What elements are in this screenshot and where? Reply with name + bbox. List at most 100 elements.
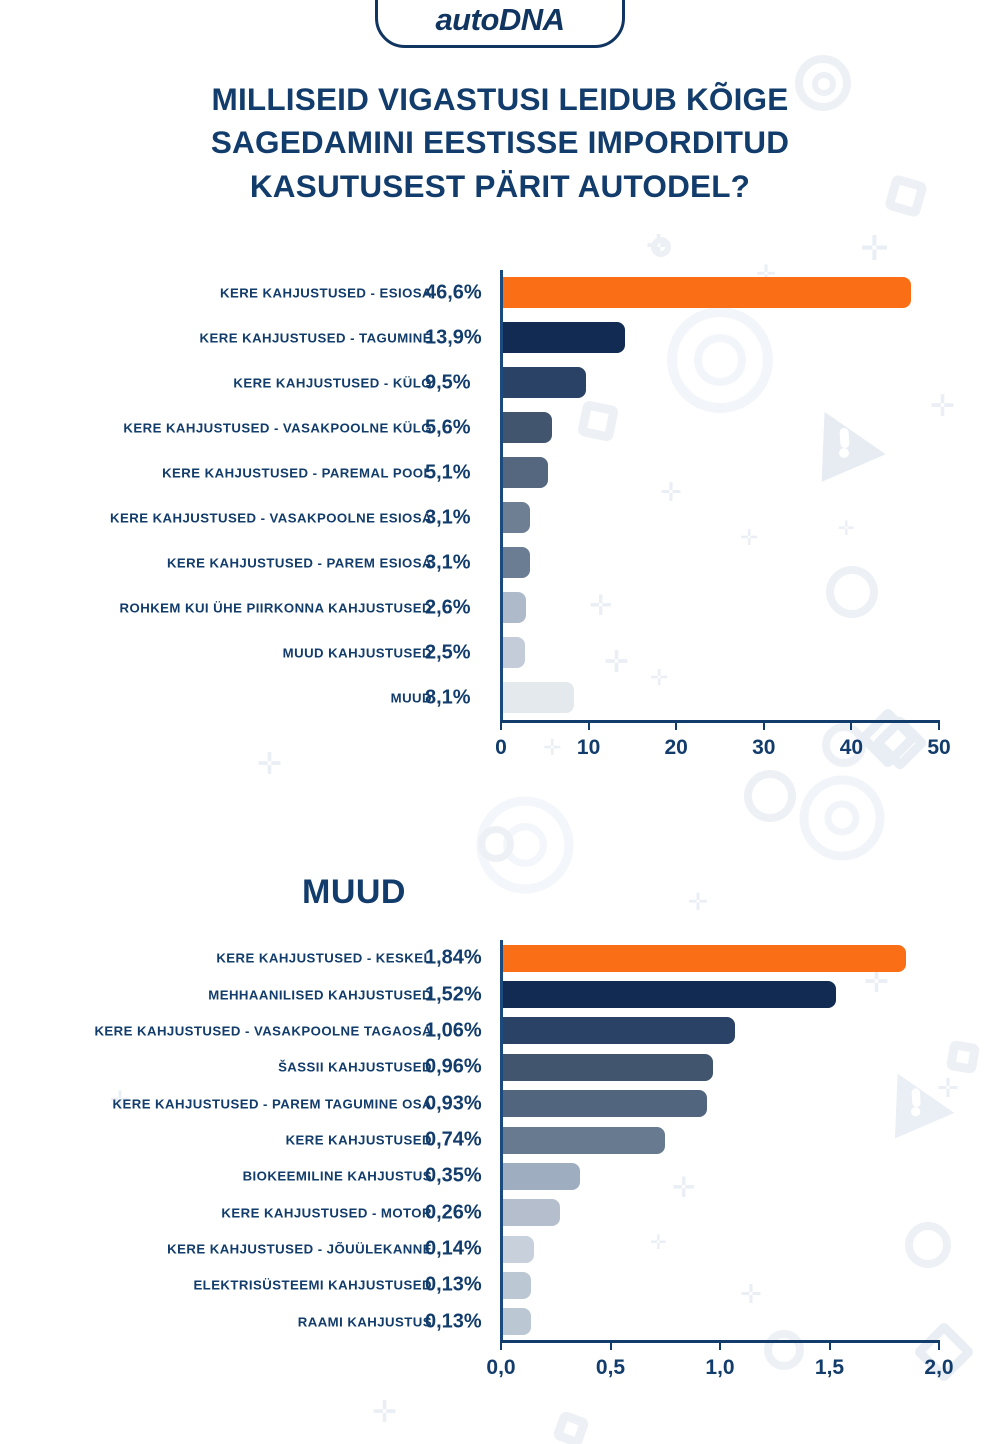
chart-bar-row[interactable]: KERE KAHJUSTUSED - MOTOR 0,26% [221,1199,938,1227]
x-axis-tick-label: 10 [576,736,601,759]
bar[interactable] [503,1199,560,1227]
x-axis-tick [762,720,765,730]
chart-bar-row[interactable]: KERE KAHJUSTUSED - PAREM TAGUMINE OSA 0,9… [113,1090,938,1118]
chart1-y-axis [500,270,503,720]
bar[interactable] [503,592,526,623]
bar-category-label: KERE KAHJUSTUSED - VASAKPOOLNE ESIOSA [110,510,432,525]
chart-bar-row[interactable]: KERE KAHJUSTUSED - JÕUÜLEKANNE 0,14% [167,1235,938,1263]
bar-category-label: KERE KAHJUSTUSED - VASAKPOOLNE TAGAOSA [94,1023,432,1039]
bar-value-label: 1,06% [425,1019,482,1042]
x-axis-tick [587,720,590,730]
bar-value-label: 13,9% [425,326,482,348]
bar[interactable] [503,1235,534,1263]
chart-bar-row[interactable]: ŠASSII KAHJUSTUSED 0,96% [278,1053,938,1081]
x-axis-tick-label: 0 [495,736,507,759]
chart-bar-row[interactable]: KERE KAHJUSTUSED - KESKEL 1,84% [216,944,938,972]
bar[interactable] [503,637,525,668]
chart-bar-row[interactable]: ROHKEM KUI ÜHE PIIRKONNA KAHJUSTUSED 2,6% [120,592,938,623]
chart-bar-row[interactable]: BIOKEEMILINE KAHJUSTUS 0,35% [243,1162,938,1190]
bar[interactable] [503,1162,580,1190]
bar[interactable] [503,322,625,353]
square-decor-icon [945,1039,981,1075]
chart-bar-row[interactable]: MEHHAANILISED KAHJUSTUSED 1,52% [208,981,938,1009]
bar[interactable] [503,547,531,578]
chart-bar-row[interactable]: KERE KAHJUSTUSED 0,74% [286,1126,938,1154]
bar-value-label: 1,52% [425,983,482,1006]
bar[interactable] [503,682,574,713]
plus-decor-icon: ✛ [860,229,889,269]
page-title-line-2: SAGEDAMINI EESTISSE IMPORDITUD [210,124,790,161]
autodna-logo[interactable]: autoDNA [375,0,625,48]
bar-category-label: KERE KAHJUSTUSED [285,1132,432,1148]
bar[interactable] [503,457,548,488]
bar-category-label: MUUD KAHJUSTUSED [282,645,432,660]
x-axis-tick [828,1340,831,1350]
bar-category-label: KERE KAHJUSTUSED - KESKEL [216,950,432,966]
chart-bar-row[interactable]: KERE KAHJUSTUSED - TAGUMINE 13,9% [200,322,938,353]
bar-category-label: ELEKTRISÜSTEEMI KAHJUSTUSED [193,1277,432,1293]
chart-bar-row[interactable]: RAAMI KAHJUSTUS 0,13% [298,1308,938,1336]
wheel-decor-icon [799,775,885,861]
bar[interactable] [503,1090,707,1118]
bar-value-label: 1,84% [425,946,482,969]
chart-bar-row[interactable]: KERE KAHJUSTUSED - PAREM ESIOSA 3,1% [167,547,938,578]
bar-category-label: KERE KAHJUSTUSED - VASAKPOOLNE KÜLG [123,420,432,435]
x-axis-tick [609,1340,612,1350]
chart-bar-row[interactable]: KERE KAHJUSTUSED - KÜLG 9,5% [233,367,938,398]
bar[interactable] [503,1126,666,1154]
x-axis-tick [500,720,502,730]
plus-decor-icon: ✛ [937,1074,959,1104]
chart-bar-row[interactable]: KERE KAHJUSTUSED - PAREMAL POOL 5,1% [162,457,938,488]
bar-value-label: 0,96% [425,1055,482,1078]
bar-value-label: 5,1% [425,461,471,483]
bar-value-label: 0,74% [425,1128,482,1151]
bar[interactable] [503,502,531,533]
page-title: MILLISEID VIGASTUSI LEIDUB KÕIGE SAGEDAM… [0,78,1000,208]
chart-bar-row[interactable]: MUUD 8,1% [391,682,938,713]
chart-bar-row[interactable]: KERE KAHJUSTUSED - VASAKPOOLNE ESIOSA 3,1… [110,502,938,533]
bar-category-label: BIOKEEMILINE KAHJUSTUS [242,1168,432,1184]
x-axis-tick-label: 0,5 [595,1356,626,1379]
x-axis-tick-label: 2,0 [924,1356,954,1379]
ring-decor-icon [478,826,514,862]
bar-category-label: MEHHAANILISED KAHJUSTUSED [208,987,432,1003]
bar[interactable] [503,412,553,443]
bar-category-label: KERE KAHJUSTUSED - PAREM TAGUMINE OSA [112,1096,432,1112]
plus-decor-icon: ✛ [646,229,672,264]
bar[interactable] [503,277,912,308]
chart-bar-row[interactable]: MUUD KAHJUSTUSED 2,5% [283,637,938,668]
bar[interactable] [503,944,906,972]
bar[interactable] [503,1308,532,1336]
bar-category-label: ROHKEM KUI ÜHE PIIRKONNA KAHJUSTUSED [119,600,432,615]
bar[interactable] [503,1053,714,1081]
bar-category-label: KERE KAHJUSTUSED - ESIOSA [219,285,432,300]
chart-bar-row[interactable]: KERE KAHJUSTUSED - ESIOSA 46,6% [220,277,938,308]
bar-value-label: 2,5% [425,641,471,663]
chart-bar-row[interactable]: ELEKTRISÜSTEEMI KAHJUSTUSED 0,13% [193,1271,938,1299]
logo-text: autoDNA [435,2,565,37]
bar-category-label: ŠASSII KAHJUSTUSED [278,1059,432,1075]
bar-category-label: KERE KAHJUSTUSED - MOTOR [221,1205,432,1221]
tire-decor-icon [476,796,574,894]
x-axis-tick-label: 40 [839,736,864,759]
bar[interactable] [503,981,836,1009]
square-decor-icon [551,1409,591,1444]
bar-value-label: 0,35% [425,1164,482,1187]
bar-value-label: 3,1% [425,506,471,528]
bar[interactable] [503,1271,532,1299]
bar-value-label: 0,26% [425,1201,482,1224]
section-heading-muud: MUUD [302,873,406,911]
chart-bar-row[interactable]: KERE KAHJUSTUSED - VASAKPOOLNE TAGAOSA 1,… [94,1017,938,1045]
x-axis-tick [938,720,940,730]
bar-value-label: 0,14% [425,1237,482,1260]
bar[interactable] [503,1017,736,1045]
bar-value-label: 8,1% [425,686,471,708]
x-axis-tick [938,1340,940,1350]
x-axis-tick [675,720,678,730]
bar[interactable] [503,367,587,398]
x-axis-tick-label: 50 [927,736,951,759]
bar-value-label: 5,6% [425,416,471,438]
bar-value-label: 0,13% [425,1310,482,1333]
chart-bar-row[interactable]: KERE KAHJUSTUSED - VASAKPOOLNE KÜLG 5,6% [123,412,938,443]
x-axis-tick-label: 1,0 [705,1356,735,1379]
